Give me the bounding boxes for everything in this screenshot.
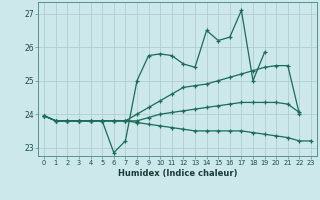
X-axis label: Humidex (Indice chaleur): Humidex (Indice chaleur)	[118, 169, 237, 178]
